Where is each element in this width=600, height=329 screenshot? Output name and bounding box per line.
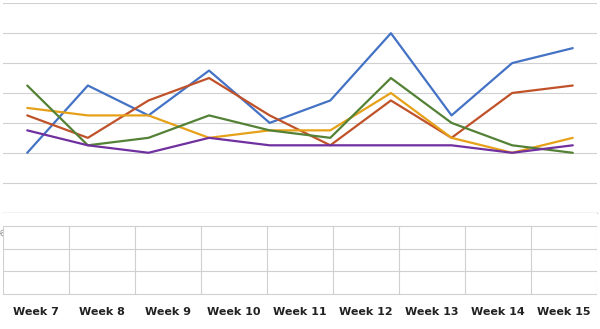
Text: Week 7: Week 7 <box>13 307 59 316</box>
Text: Week 15: Week 15 <box>537 307 591 316</box>
Text: Week 10: Week 10 <box>207 307 261 316</box>
Text: Week 13: Week 13 <box>405 307 459 316</box>
Text: Week 8: Week 8 <box>79 307 125 316</box>
Text: Week 12: Week 12 <box>339 307 393 316</box>
Text: Week 14: Week 14 <box>471 307 525 316</box>
Text: Week 11: Week 11 <box>273 307 327 316</box>
Text: Week 9: Week 9 <box>145 307 191 316</box>
